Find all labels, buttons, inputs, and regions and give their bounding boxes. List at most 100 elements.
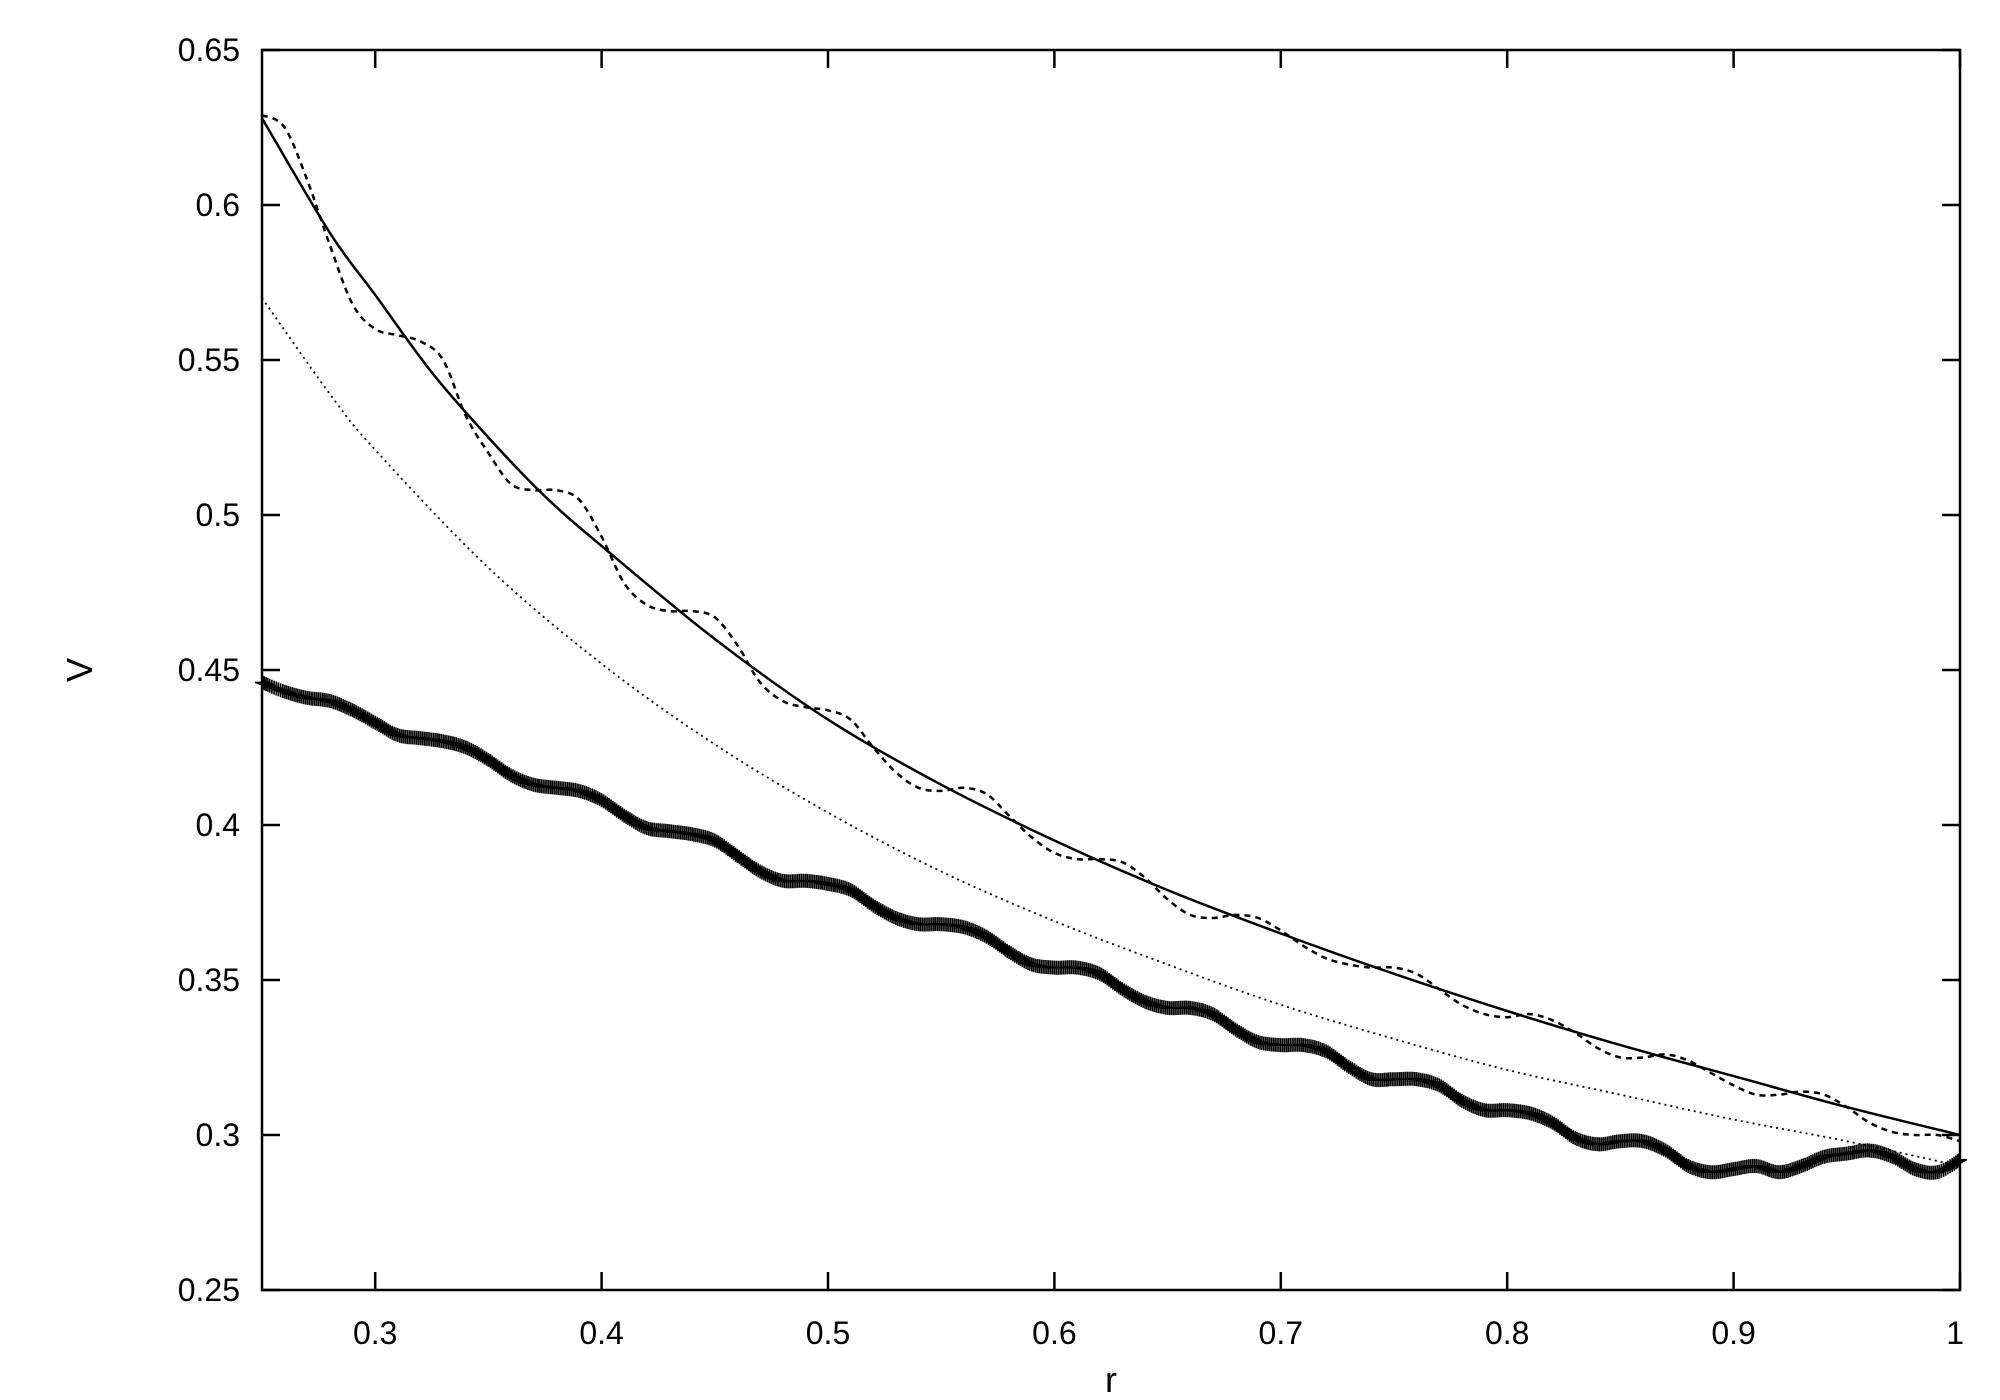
x-tick-label: 0.7 (1259, 1315, 1303, 1351)
data-point-marker (472, 747, 486, 762)
data-point-marker (343, 702, 358, 717)
data-point-marker (496, 763, 511, 778)
data-point-marker (1802, 1155, 1817, 1170)
data-point-marker (1002, 945, 1017, 960)
data-point-marker (864, 897, 879, 912)
data-point-marker (1121, 985, 1135, 1000)
data-point-marker (870, 900, 885, 915)
data-point-marker (1339, 1058, 1354, 1073)
data-point-marker (877, 905, 892, 920)
data-point-marker (1111, 979, 1126, 994)
data-point-marker (998, 942, 1013, 957)
x-tick-label: 0.5 (806, 1315, 850, 1351)
data-point-marker (1432, 1078, 1447, 1093)
data-point-marker (1017, 954, 1032, 969)
data-point-marker (628, 815, 643, 830)
data-point-marker (707, 833, 722, 848)
data-point-marker (1094, 967, 1109, 982)
data-point-marker (624, 813, 639, 828)
data-point-marker (368, 715, 383, 730)
data-point-marker (745, 859, 760, 874)
x-tick-label: 0.4 (579, 1315, 623, 1351)
data-point-marker (1015, 953, 1030, 968)
data-point-marker (875, 904, 890, 919)
data-point-marker (879, 906, 894, 921)
data-point-marker (504, 768, 518, 783)
data-point-marker (502, 767, 517, 782)
data-point-marker (743, 858, 758, 873)
data-point-marker (341, 701, 356, 716)
data-point-marker (1458, 1095, 1473, 1110)
data-point-marker (711, 835, 726, 850)
data-point-marker (1117, 983, 1132, 998)
data-point-marker (1230, 1023, 1245, 1038)
data-point-marker (1239, 1029, 1254, 1044)
data-point-marker (634, 818, 649, 833)
data-point-marker (462, 742, 477, 757)
data-point-marker (358, 710, 373, 725)
data-point-marker (339, 700, 354, 715)
data-point-marker (1894, 1154, 1909, 1169)
data-point-marker (1337, 1057, 1352, 1072)
data-point-marker (353, 707, 368, 722)
data-point-marker (626, 814, 641, 829)
data-point-marker (1113, 981, 1128, 996)
data-point-marker (977, 928, 992, 943)
data-point-marker (1226, 1021, 1241, 1036)
data-point-marker (845, 884, 860, 899)
data-point-marker (883, 908, 898, 923)
data-point-marker (373, 719, 388, 733)
data-point-marker (1545, 1115, 1560, 1130)
data-point-marker (588, 790, 603, 805)
x-tick-label: 0.6 (1032, 1315, 1076, 1351)
series-markers (255, 675, 1967, 1180)
data-point-marker (862, 896, 877, 911)
data-point-marker (1560, 1126, 1575, 1141)
data-point-marker (1451, 1091, 1466, 1106)
data-point-marker (615, 807, 630, 822)
data-point-marker (370, 716, 385, 731)
data-point-marker (362, 712, 377, 727)
data-point-marker (881, 907, 896, 922)
data-point-marker (1449, 1090, 1464, 1105)
data-point-marker (871, 902, 886, 917)
data-point-marker (479, 751, 494, 766)
data-point-marker (1245, 1032, 1260, 1047)
data-point-marker (1204, 1006, 1218, 1021)
y-tick-label: 0.3 (196, 1117, 240, 1153)
data-point-marker (1232, 1025, 1247, 1039)
data-point-marker (592, 792, 607, 807)
data-point-marker (1541, 1113, 1556, 1128)
data-point-marker (1343, 1061, 1358, 1075)
data-point-marker (349, 705, 364, 720)
y-tick-label: 0.45 (178, 652, 240, 688)
data-point-marker (885, 909, 900, 924)
data-point-marker (1241, 1030, 1256, 1045)
data-point-marker (377, 721, 392, 736)
data-point-marker (975, 927, 990, 942)
data-point-marker (1207, 1008, 1222, 1023)
y-tick-label: 0.65 (178, 32, 240, 68)
data-point-marker (505, 769, 520, 784)
data-point-marker (1090, 965, 1105, 980)
data-point-marker (507, 770, 522, 785)
data-point-marker (1119, 984, 1134, 999)
data-point-marker (1892, 1153, 1907, 1168)
data-point-marker (338, 699, 352, 714)
data-point-marker (751, 863, 766, 878)
data-point-marker (1902, 1159, 1917, 1174)
data-point-marker (841, 882, 856, 897)
data-point-marker (509, 771, 524, 786)
data-point-marker (372, 717, 386, 732)
y-axis-ticks: 0.25 0.3 0.35 0.4 0.45 0.5 0.55 0.6 0.65 (178, 32, 1960, 1308)
data-point-marker (1013, 952, 1028, 967)
data-point-marker (1238, 1028, 1252, 1043)
data-point-marker (1347, 1063, 1362, 1078)
data-point-marker (1462, 1097, 1477, 1112)
data-point-marker (383, 724, 398, 739)
data-point-marker (387, 726, 402, 741)
data-point-marker (1677, 1156, 1692, 1171)
data-point-marker (596, 794, 611, 809)
data-point-marker (385, 725, 400, 740)
